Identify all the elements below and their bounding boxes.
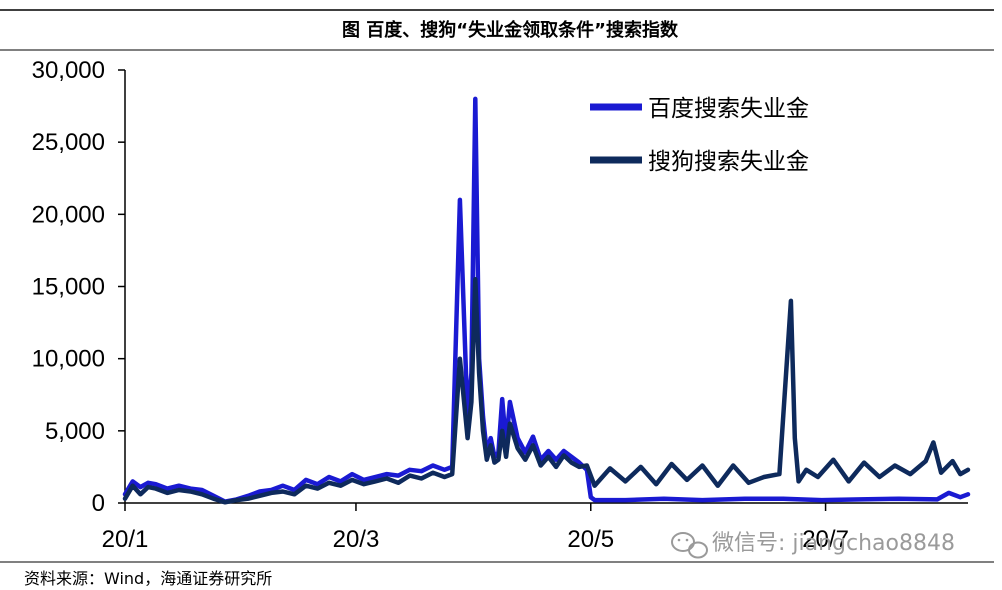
y-tick-label: 5,000	[45, 418, 105, 445]
y-tick-label: 25,000	[32, 129, 105, 156]
y-tick-label: 20,000	[32, 201, 105, 228]
x-tick-label: 20/5	[567, 526, 614, 553]
wechat-icon	[671, 532, 708, 559]
watermark-text: 微信号: jiangchao8848	[712, 531, 955, 556]
watermark: 微信号: jiangchao8848	[671, 531, 955, 559]
y-tick-label: 0	[92, 490, 105, 517]
legend-label-sogou: 搜狗搜索失业金	[648, 149, 809, 175]
x-tick-label: 20/3	[333, 526, 380, 553]
legend: 百度搜索失业金 搜狗搜索失业金	[590, 96, 809, 175]
legend-label-baidu: 百度搜索失业金	[648, 96, 809, 122]
x-tick-label: 20/7	[802, 526, 849, 553]
x-axis-ticks: 20/1 20/3 20/5 20/7	[102, 503, 849, 553]
source-note: 资料来源：Wind，海通证券研究所	[24, 569, 272, 588]
y-tick-label: 30,000	[32, 57, 105, 84]
x-tick-label: 20/1	[102, 526, 149, 553]
chart-title: 图 百度、搜狗“失业金领取条件”搜索指数	[342, 19, 679, 41]
series-line-baidu	[122, 96, 971, 504]
y-tick-label: 10,000	[32, 346, 105, 373]
y-tick-label: 15,000	[32, 274, 105, 301]
series-line-sogou	[122, 277, 971, 505]
y-axis-ticks: 0 5,000 10,000 15,000 20,000 25,000 30,000	[32, 57, 125, 517]
